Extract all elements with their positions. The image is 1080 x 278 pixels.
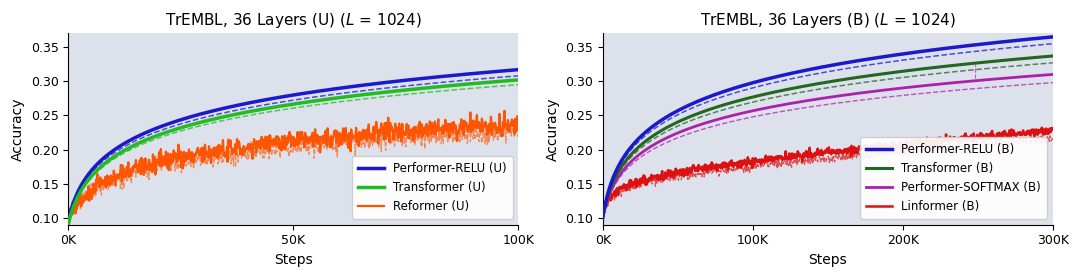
Performer-RELU (U) xyxy=(327,87,340,91)
Legend: Performer-RELU (U), Transformer (U), Reformer (U): Performer-RELU (U), Transformer (U), Ref… xyxy=(352,156,513,219)
Performer-SOFTMAX (B) xyxy=(883,88,896,91)
Reformer (U) xyxy=(498,109,511,113)
Performer-SOFTMAX (B) xyxy=(984,78,997,81)
Transformer (B) xyxy=(984,60,997,63)
Performer-RELU (U) xyxy=(512,68,525,71)
Transformer (B) xyxy=(937,65,950,68)
Reformer (U) xyxy=(450,131,463,134)
Transformer (B) xyxy=(596,216,609,219)
Reformer (U) xyxy=(382,140,395,144)
Performer-SOFTMAX (B) xyxy=(869,90,882,93)
Reformer (U) xyxy=(63,221,76,225)
Title: TrEMBL, 36 Layers (U) ($\mathit{L}$ = 1024): TrEMBL, 36 Layers (U) ($\mathit{L}$ = 10… xyxy=(165,11,422,30)
Performer-RELU (B) xyxy=(596,216,609,219)
Transformer (B) xyxy=(624,154,637,157)
Line: Performer-RELU (B): Performer-RELU (B) xyxy=(603,37,1053,218)
Performer-RELU (U) xyxy=(363,83,376,86)
Line: Transformer (U): Transformer (U) xyxy=(68,80,518,225)
Reformer (U) xyxy=(255,145,268,148)
Linformer (B) xyxy=(956,137,969,140)
Transformer (U) xyxy=(177,125,190,128)
Transformer (U) xyxy=(266,106,279,109)
Performer-RELU (B) xyxy=(624,146,637,150)
Linformer (B) xyxy=(596,217,609,221)
Performer-SOFTMAX (B) xyxy=(1047,73,1059,76)
Line: Performer-SOFTMAX (B): Performer-SOFTMAX (B) xyxy=(603,75,1053,218)
X-axis label: Steps: Steps xyxy=(274,253,313,267)
Performer-RELU (U) xyxy=(177,117,190,120)
Linformer (B) xyxy=(795,154,808,157)
Transformer (U) xyxy=(401,88,414,91)
Line: Reformer (U): Reformer (U) xyxy=(68,111,518,223)
Transformer (U) xyxy=(363,92,376,96)
Reformer (U) xyxy=(402,132,415,135)
Performer-RELU (B) xyxy=(883,54,896,58)
Reformer (U) xyxy=(62,220,75,223)
Y-axis label: Accuracy: Accuracy xyxy=(11,97,25,161)
Performer-SOFTMAX (B) xyxy=(937,82,950,85)
Y-axis label: Accuracy: Accuracy xyxy=(545,97,559,161)
Performer-RELU (B) xyxy=(869,56,882,59)
Linformer (B) xyxy=(1036,126,1049,130)
Reformer (U) xyxy=(179,157,192,161)
Performer-RELU (U) xyxy=(141,130,154,133)
Performer-RELU (U) xyxy=(62,220,75,223)
Transformer (B) xyxy=(858,75,870,78)
Performer-RELU (U) xyxy=(266,97,279,100)
Transformer (U) xyxy=(141,138,154,141)
Linformer (B) xyxy=(1047,128,1059,131)
Transformer (U) xyxy=(512,78,525,81)
Linformer (B) xyxy=(905,142,918,145)
Linformer (B) xyxy=(947,135,960,139)
Reformer (U) xyxy=(111,176,124,179)
X-axis label: Steps: Steps xyxy=(809,253,847,267)
Linformer (B) xyxy=(643,180,656,183)
Line: Performer-RELU (U): Performer-RELU (U) xyxy=(68,70,518,221)
Performer-RELU (B) xyxy=(984,41,997,45)
Performer-RELU (B) xyxy=(858,58,870,61)
Title: TrEMBL, 36 Layers (B) ($\mathit{L}$ = 1024): TrEMBL, 36 Layers (B) ($\mathit{L}$ = 10… xyxy=(700,11,956,30)
Performer-RELU (U) xyxy=(401,78,414,82)
Transformer (B) xyxy=(883,71,896,75)
Legend: Performer-RELU (B), Transformer (B), Performer-SOFTMAX (B), Linformer (B): Performer-RELU (B), Transformer (B), Per… xyxy=(860,137,1047,219)
Transformer (B) xyxy=(869,73,882,76)
Line: Linformer (B): Linformer (B) xyxy=(603,128,1053,219)
Performer-SOFTMAX (B) xyxy=(596,216,609,219)
Reformer (U) xyxy=(512,128,525,131)
Transformer (U) xyxy=(327,97,340,100)
Performer-SOFTMAX (B) xyxy=(858,91,870,94)
Transformer (U) xyxy=(62,223,75,226)
Linformer (B) xyxy=(779,157,792,160)
Transformer (B) xyxy=(1047,54,1059,58)
Performer-SOFTMAX (B) xyxy=(624,161,637,164)
Performer-RELU (B) xyxy=(937,47,950,50)
Line: Transformer (B): Transformer (B) xyxy=(603,56,1053,218)
Performer-RELU (B) xyxy=(1047,35,1059,39)
